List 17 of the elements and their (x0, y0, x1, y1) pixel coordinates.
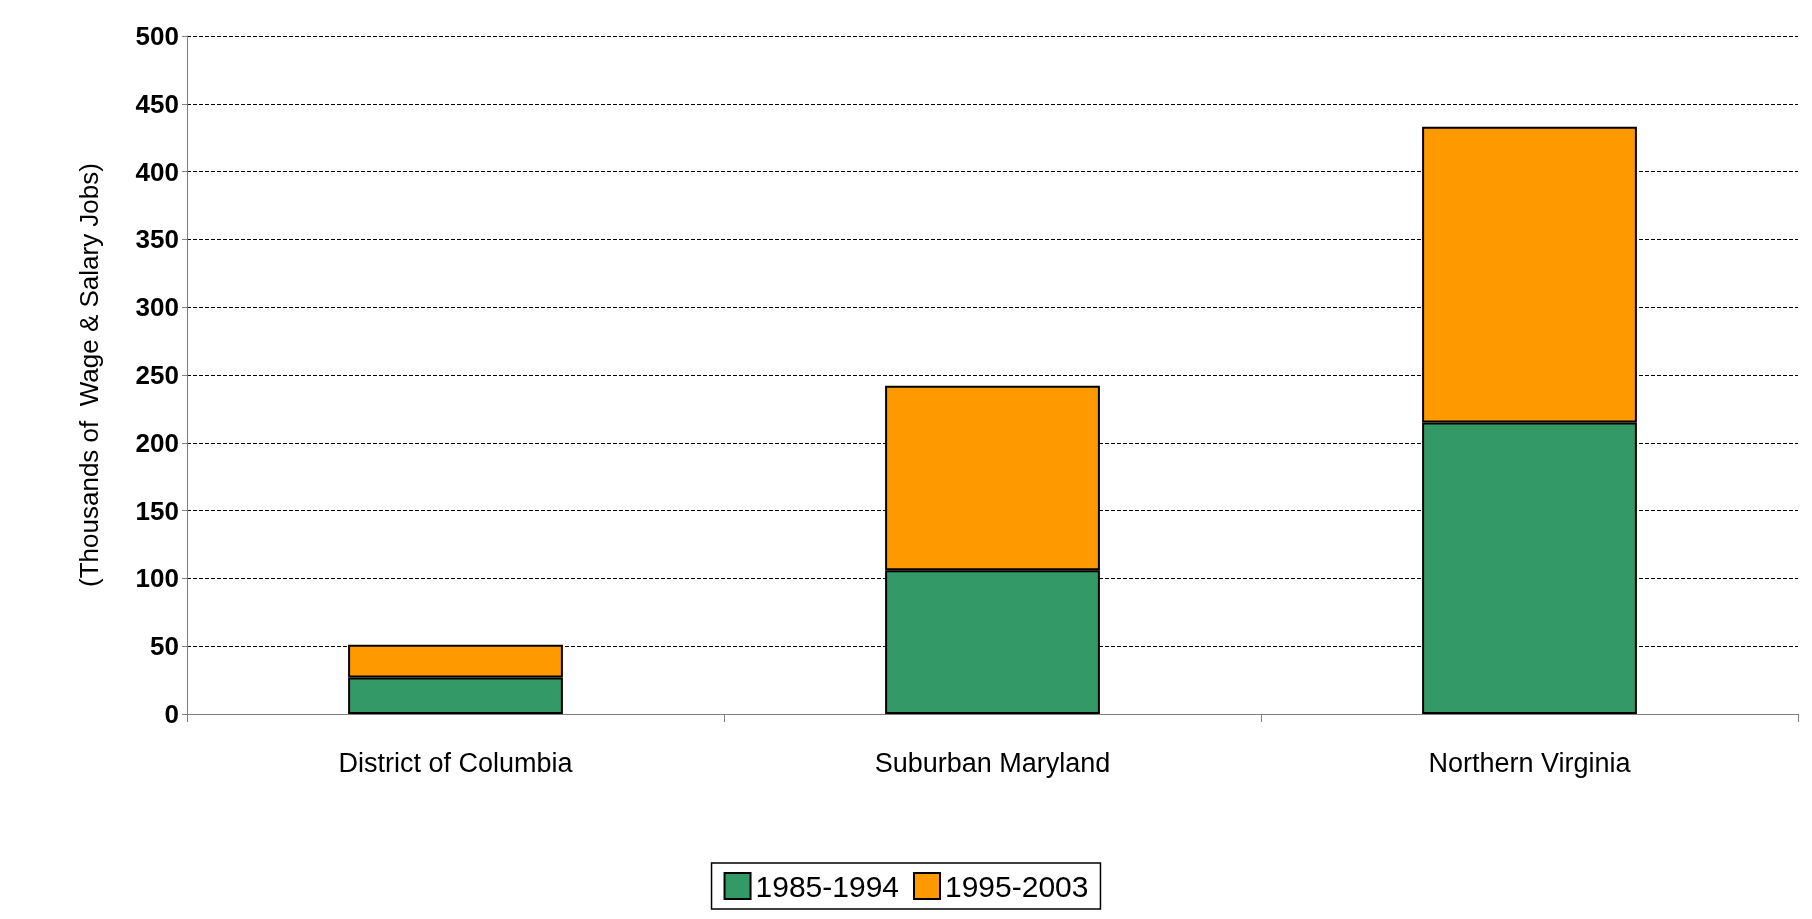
y-tick-label: 150 (135, 495, 179, 526)
y-tick-label: 450 (135, 88, 179, 119)
x-tick-label: District of Columbia (338, 747, 574, 778)
x-tick-label: Northern Virginia (1428, 747, 1632, 778)
y-tick-label: 100 (135, 563, 179, 594)
y-tick-label: 250 (135, 360, 179, 390)
legend-label: 1995-2003 (945, 869, 1089, 903)
y-tick-label: 400 (135, 156, 179, 187)
x-tick-label: Suburban Maryland (874, 747, 1111, 778)
y-tick-label: 500 (135, 21, 179, 51)
y-tick-label: 0 (164, 699, 179, 729)
y-tick-label: 300 (135, 292, 179, 323)
y-tick-label: 350 (135, 224, 179, 255)
legend-label: 1985-1994 (755, 869, 899, 903)
y-axis-title: (Thousands of Wage & Salary Jobs) (74, 163, 104, 587)
y-tick-label: 50 (150, 631, 179, 662)
y-tick-label: 200 (135, 427, 179, 458)
